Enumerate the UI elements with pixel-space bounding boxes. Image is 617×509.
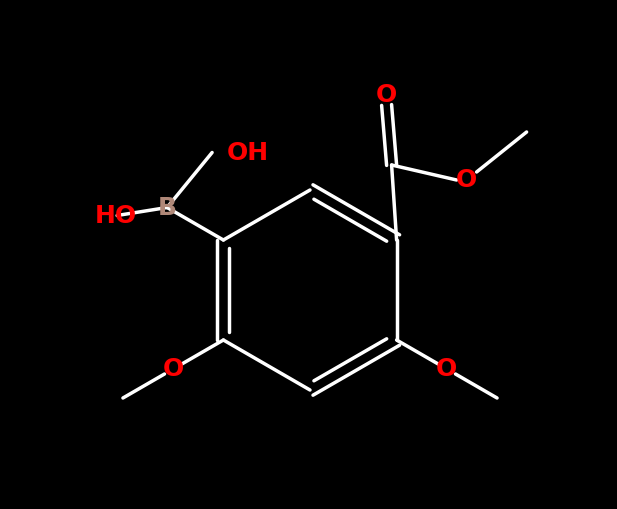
Text: O: O: [456, 168, 477, 192]
Text: OH: OH: [227, 140, 269, 164]
Text: O: O: [162, 357, 184, 381]
Text: B: B: [157, 195, 176, 219]
Text: O: O: [376, 83, 397, 107]
Text: O: O: [436, 357, 457, 381]
Text: HO: HO: [95, 204, 137, 228]
